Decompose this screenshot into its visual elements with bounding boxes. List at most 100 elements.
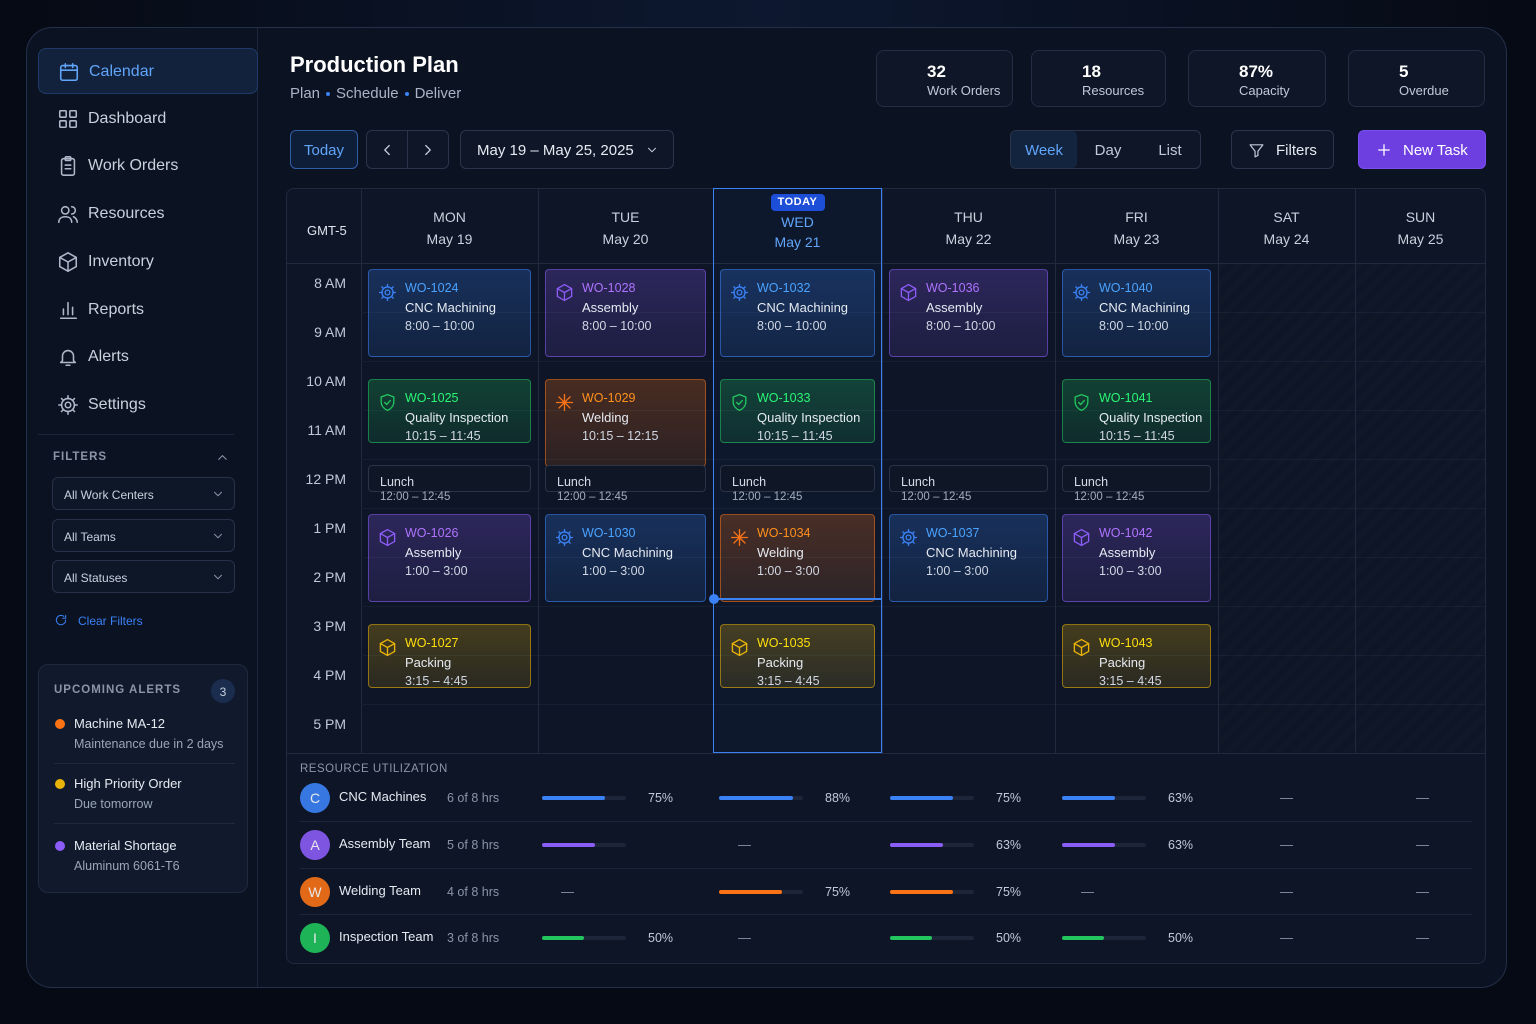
event-id: WO-1034	[757, 526, 811, 540]
work-order-event[interactable]: WO-1043 Packing 3:15 – 4:45	[1062, 624, 1211, 688]
today-button[interactable]: Today	[290, 130, 358, 169]
work-order-event[interactable]: WO-1032 CNC Machining 8:00 – 10:00	[720, 269, 875, 357]
avatar-initial: C	[309, 790, 321, 806]
event-name: CNC Machining	[1099, 300, 1191, 315]
alerts-count-label: 3	[219, 685, 227, 699]
stat-card: clock 87% Capacity	[1188, 50, 1326, 107]
event-time: 3:15 – 4:45	[1099, 674, 1162, 689]
util-empty: —	[1081, 884, 1094, 899]
day-name: SUN	[1405, 209, 1436, 225]
event-time: 10:15 – 11:45	[757, 429, 833, 444]
event-name: CNC Machining	[757, 300, 849, 315]
event-icon	[555, 394, 574, 412]
util-empty: —	[738, 837, 751, 852]
event-icon	[900, 283, 917, 302]
event-time: 10:15 – 11:45	[1099, 429, 1175, 444]
filter-select[interactable]: All Statuses	[52, 560, 235, 593]
lunch-block[interactable]: Lunch 12:00 – 12:45	[720, 465, 875, 503]
event-name: Quality Inspection	[757, 410, 861, 426]
lunch-block[interactable]: Lunch 12:00 – 12:45	[368, 465, 531, 503]
util-bar	[890, 890, 953, 894]
lunch-name: Lunch	[901, 475, 936, 489]
work-order-event[interactable]: WO-1030 CNC Machining 1:00 – 3:00	[545, 514, 706, 602]
work-order-event[interactable]: WO-1035 Packing 3:15 – 4:45	[720, 624, 875, 688]
lunch-time: 12:00 – 12:45	[901, 491, 972, 503]
work-order-event[interactable]: WO-1042 Assembly 1:00 – 3:00	[1062, 514, 1211, 602]
hour-line	[361, 557, 1485, 558]
view-option[interactable]: Day	[1077, 131, 1139, 168]
work-order-event[interactable]: WO-1034 Welding 1:00 – 3:00	[720, 514, 875, 602]
view-option[interactable]: Week	[1011, 131, 1077, 168]
stat-value: 32	[927, 62, 946, 81]
nav-item[interactable]: Inventory	[38, 239, 258, 285]
util-bar	[890, 936, 932, 940]
nav-item[interactable]: Settings	[38, 382, 258, 428]
subtitle-dot	[404, 92, 409, 96]
lunch-block[interactable]: Lunch 12:00 – 12:45	[889, 465, 1048, 503]
event-time: 8:00 – 10:00	[405, 319, 475, 333]
work-order-event[interactable]: WO-1033 Quality Inspection 10:15 – 11:45	[720, 379, 875, 443]
nav-label: Resources	[88, 205, 165, 223]
clear-filters[interactable]: Clear Filters	[78, 614, 143, 628]
util-empty: —	[1280, 790, 1293, 805]
alert-detail: Aluminum 6061-T6	[74, 859, 180, 873]
event-name: Assembly	[1099, 545, 1156, 560]
filters-button[interactable]: Filters	[1231, 130, 1334, 169]
work-order-event[interactable]: WO-1027 Packing 3:15 – 4:45	[368, 624, 531, 688]
filter-select[interactable]: All Teams	[52, 518, 235, 552]
filter-select[interactable]: All Work Centers	[52, 477, 235, 510]
lunch-block[interactable]: Lunch 12:00 – 12:45	[545, 465, 706, 503]
lunch-block[interactable]: Lunch 12:00 – 12:45	[1062, 465, 1211, 503]
work-order-event[interactable]: WO-1040 CNC Machining 8:00 – 10:00	[1062, 269, 1211, 357]
work-order-event[interactable]: WO-1029 Welding 10:15 – 12:15	[545, 379, 706, 468]
nav-item[interactable]: Calendar	[38, 48, 258, 94]
alert-detail: Maintenance due in 2 days	[74, 737, 224, 751]
view-switcher[interactable]: Week Day List	[1010, 130, 1201, 169]
resource-name: CNC Machines	[339, 789, 427, 804]
prev-next-group[interactable]	[366, 130, 449, 169]
view-option[interactable]: List	[1139, 131, 1201, 168]
nav-item[interactable]: Resources	[38, 191, 258, 237]
nav-icon	[59, 350, 77, 367]
nav-item[interactable]: Alerts	[38, 334, 258, 380]
event-id: WO-1025	[405, 391, 459, 406]
resource-hours: 5 of 8 hrs	[447, 838, 500, 852]
nav-item[interactable]: Reports	[38, 287, 258, 333]
stat-icon: clock	[1362, 67, 1388, 93]
resource-avatar: A	[300, 830, 330, 860]
alert-divider	[54, 823, 235, 824]
work-order-event[interactable]: WO-1036 Assembly 8:00 – 10:00	[889, 269, 1048, 357]
work-order-event[interactable]: WO-1024 CNC Machining 8:00 – 10:00	[368, 269, 531, 357]
nav-label: Inventory	[88, 252, 154, 270]
work-order-event[interactable]: WO-1026 Assembly 1:00 – 3:00	[368, 514, 531, 602]
nav-item[interactable]: Work Orders	[38, 143, 258, 189]
nav-item[interactable]: Dashboard	[38, 96, 258, 142]
lunch-time: 12:00 – 12:45	[732, 491, 803, 503]
alert-title: Machine MA-12	[74, 716, 166, 731]
header-divider	[287, 263, 1485, 264]
work-order-event[interactable]: WO-1028 Assembly 8:00 – 10:00	[545, 269, 706, 357]
stat-icon: clock	[1202, 67, 1228, 93]
event-time: 3:15 – 4:45	[405, 674, 468, 689]
day-divider	[1218, 189, 1219, 753]
day-name: TUE	[611, 209, 640, 225]
event-icon	[555, 528, 574, 547]
work-order-event[interactable]: WO-1037 CNC Machining 1:00 – 3:00	[889, 514, 1048, 602]
work-order-event[interactable]: WO-1041 Quality Inspection 10:15 – 11:45	[1062, 379, 1211, 443]
avatar-initial: I	[313, 930, 317, 946]
day-name: WED	[781, 214, 814, 230]
stat-value: 18	[1082, 62, 1101, 81]
util-bar	[719, 796, 793, 800]
new-task-button[interactable]: New Task	[1358, 130, 1486, 169]
filter-select-label: All Work Centers	[64, 488, 154, 502]
hour-label: 9 AM	[314, 324, 346, 340]
work-order-event[interactable]: WO-1025 Quality Inspection 10:15 – 11:45	[368, 379, 531, 443]
event-id: WO-1035	[757, 636, 811, 651]
event-id: WO-1026	[405, 526, 459, 540]
date-range[interactable]: May 19 – May 25, 2025	[460, 130, 674, 169]
hour-line	[361, 410, 1485, 411]
subtitle-part: Deliver	[414, 85, 462, 102]
gutter-divider	[361, 189, 362, 753]
nav-label: Dashboard	[88, 109, 167, 127]
